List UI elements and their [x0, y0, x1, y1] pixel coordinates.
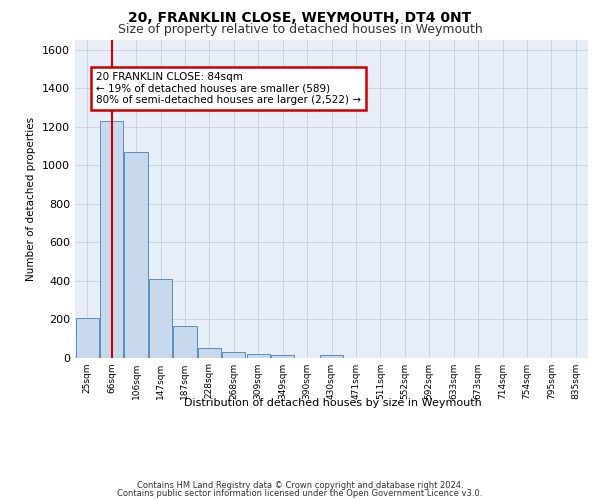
Text: Distribution of detached houses by size in Weymouth: Distribution of detached houses by size …: [184, 398, 482, 407]
Bar: [76, 318, 99, 358]
Bar: [320, 354, 343, 358]
Y-axis label: Number of detached properties: Number of detached properties: [26, 116, 37, 281]
Bar: [247, 354, 270, 358]
Text: 20 FRANKLIN CLOSE: 84sqm
← 19% of detached houses are smaller (589)
80% of semi-: 20 FRANKLIN CLOSE: 84sqm ← 19% of detach…: [96, 72, 361, 105]
Text: Contains public sector information licensed under the Open Government Licence v3: Contains public sector information licen…: [118, 490, 482, 498]
Bar: [149, 278, 172, 357]
Text: Contains HM Land Registry data © Crown copyright and database right 2024.: Contains HM Land Registry data © Crown c…: [137, 480, 463, 490]
Bar: [222, 352, 245, 358]
Bar: [271, 354, 294, 358]
Bar: [198, 348, 221, 358]
Text: 20, FRANKLIN CLOSE, WEYMOUTH, DT4 0NT: 20, FRANKLIN CLOSE, WEYMOUTH, DT4 0NT: [128, 11, 472, 25]
Bar: [100, 121, 123, 358]
Text: Size of property relative to detached houses in Weymouth: Size of property relative to detached ho…: [118, 24, 482, 36]
Bar: [173, 326, 197, 358]
Bar: [124, 152, 148, 358]
